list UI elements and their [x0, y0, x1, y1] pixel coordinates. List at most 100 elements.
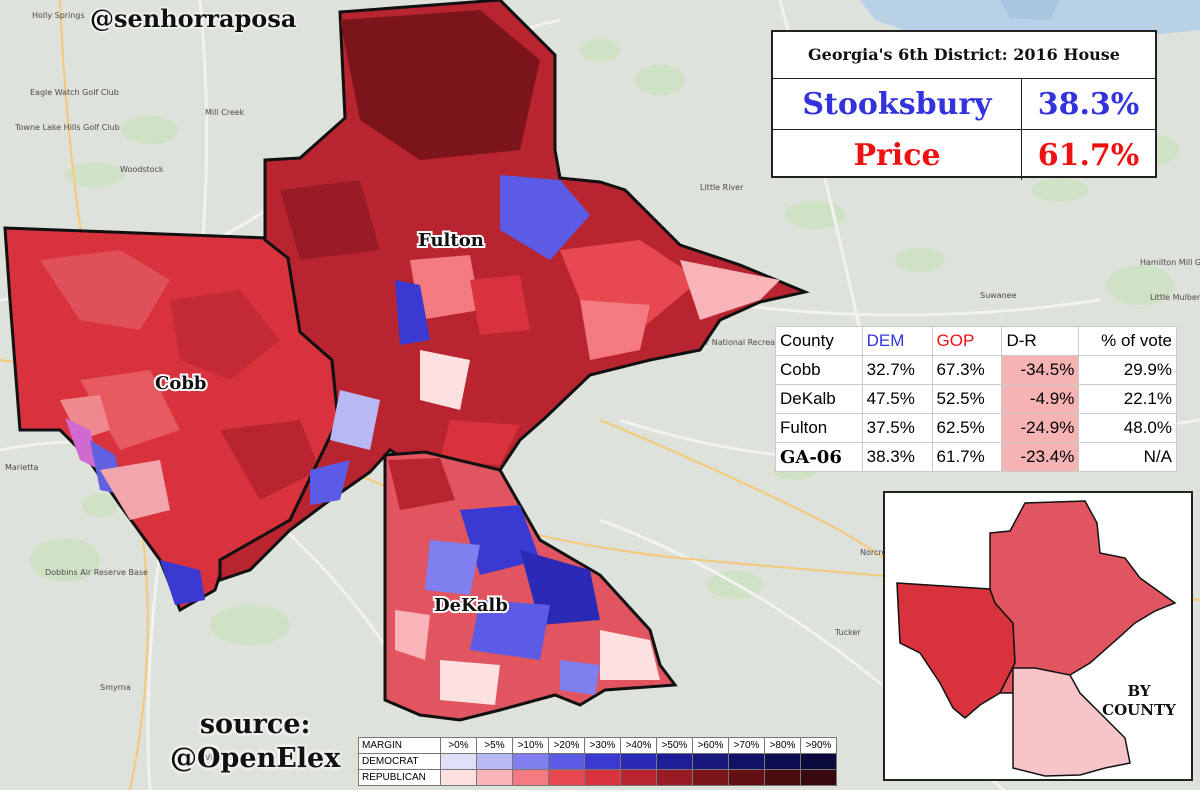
place-label: Little Mulberry Park — [1150, 293, 1200, 302]
table-row: Fulton 37.5% 62.5% -24.9% 48.0% — [775, 413, 1177, 443]
legend-swatch-dem — [440, 753, 477, 770]
candidate-name: Price — [773, 130, 1022, 180]
legend-swatch-dem — [764, 753, 801, 770]
inset-county-map — [883, 491, 1193, 781]
legend-swatch-rep — [584, 769, 621, 786]
place-label: Towne Lake Hills Golf Club — [14, 123, 120, 132]
legend-swatch-rep — [728, 769, 765, 786]
table-header-row: County DEM GOP D-R % of vote — [775, 326, 1177, 356]
place-label: Holly Springs — [32, 11, 85, 20]
county-results-table: County DEM GOP D-R % of vote Cobb 32.7% … — [775, 326, 1177, 472]
col-header-county: County — [775, 326, 863, 356]
legend-threshold: >70% — [728, 737, 765, 754]
legend-threshold: >0% — [440, 737, 477, 754]
legend-margin-label: MARGIN — [358, 737, 441, 754]
results-title: Georgia's 6th District: 2016 House — [773, 32, 1155, 79]
cell-dem: 47.5% — [861, 384, 933, 414]
legend-swatch-dem — [728, 753, 765, 770]
legend-threshold-row: MARGIN >0% >5% >10% >20% >30% >40% >50% >60% >70… — [358, 737, 837, 754]
margin-legend: MARGIN >0% >5% >10% >20% >30% >40% >50% >60% >70… — [358, 737, 837, 786]
legend-swatch-dem — [476, 753, 513, 770]
county-fulton — [218, 0, 810, 583]
place-label: Mill Creek — [205, 108, 245, 117]
inset-label: BY COUNTY — [1094, 682, 1184, 720]
legend-swatch-dem — [692, 753, 729, 770]
county-label-cobb: Cobb — [155, 373, 207, 394]
legend-threshold: >20% — [548, 737, 585, 754]
legend-swatch-rep — [800, 769, 837, 786]
table-row: DeKalb 47.5% 52.5% -4.9% 22.1% — [775, 384, 1177, 414]
legend-swatch-dem — [620, 753, 657, 770]
legend-rep-row: REPUBLICAN — [358, 769, 837, 786]
cell-county: Fulton — [775, 413, 863, 443]
legend-rep-label: REPUBLICAN — [358, 769, 441, 786]
inset-county-fulton — [989, 500, 1177, 694]
cell-dr: -34.5% — [1001, 355, 1080, 385]
source-credit: source: @OpenElex — [170, 708, 340, 776]
place-label: Woodstock — [120, 165, 164, 174]
cell-county: GA-06 — [775, 442, 863, 472]
source-line1: source: — [199, 709, 311, 740]
cell-county: DeKalb — [775, 384, 863, 414]
place-label: Eagle Watch Golf Club — [30, 88, 119, 97]
place-label: Suwanee — [980, 291, 1017, 300]
legend-threshold: >30% — [584, 737, 621, 754]
col-header-share: % of vote — [1078, 326, 1177, 356]
legend-swatch-rep — [764, 769, 801, 786]
place-label: Marietta — [5, 463, 39, 472]
place-label: Chattahoochee River National Recreation … — [625, 338, 811, 347]
col-header-gop: GOP — [931, 326, 1003, 356]
county-cobb — [3, 226, 340, 613]
inset-county-dekalb — [1012, 667, 1131, 777]
legend-swatch-rep — [620, 769, 657, 786]
legend-threshold: >40% — [620, 737, 657, 754]
cell-dem: 37.5% — [861, 413, 933, 443]
cell-dem: 38.3% — [861, 442, 933, 472]
inset-map-svg — [896, 500, 1177, 777]
legend-swatch-dem — [584, 753, 621, 770]
county-label-dekalb: DeKalb — [434, 595, 508, 616]
legend-swatch-dem — [800, 753, 837, 770]
cell-gop: 52.5% — [931, 384, 1003, 414]
cell-dr: -4.9% — [1001, 384, 1080, 414]
legend-swatch-rep — [548, 769, 585, 786]
legend-swatch-dem — [656, 753, 693, 770]
legend-swatch-rep — [656, 769, 693, 786]
place-label: Hamilton Mill Golf Club — [1140, 258, 1200, 267]
result-row-price: Price 61.7% — [773, 130, 1155, 180]
legend-dem-row: DEMOCRAT — [358, 753, 837, 770]
legend-swatch-dem — [512, 753, 549, 770]
source-line2: @OpenElex — [170, 743, 341, 774]
place-label: Vinings — [205, 753, 234, 762]
legend-threshold: >60% — [692, 737, 729, 754]
results-box: Georgia's 6th District: 2016 House Stook… — [771, 30, 1157, 180]
cell-share: N/A — [1078, 442, 1177, 472]
place-label: Dobbins Air Reserve Base — [45, 568, 148, 577]
legend-threshold: >90% — [800, 737, 837, 754]
cell-gop: 67.3% — [931, 355, 1003, 385]
table-row: GA-06 38.3% 61.7% -23.4% N/A — [775, 442, 1177, 472]
cell-dem: 32.7% — [861, 355, 933, 385]
legend-swatch-rep — [440, 769, 477, 786]
cell-share: 22.1% — [1078, 384, 1177, 414]
candidate-pct: 61.7% — [1037, 137, 1140, 173]
county-dekalb — [383, 450, 678, 722]
col-header-dr: D-R — [1001, 326, 1080, 356]
cell-share: 29.9% — [1078, 355, 1177, 385]
candidate-name: Stooksbury — [773, 79, 1022, 129]
legend-swatch-dem — [548, 753, 585, 770]
legend-swatch-rep — [692, 769, 729, 786]
cell-dr: -23.4% — [1001, 442, 1080, 472]
legend-threshold: >50% — [656, 737, 693, 754]
place-label: Tucker — [834, 628, 861, 637]
cell-dr: -24.9% — [1001, 413, 1080, 443]
legend-swatch-rep — [512, 769, 549, 786]
author-handle: @senhorraposa — [90, 4, 297, 33]
col-header-dem: DEM — [861, 326, 933, 356]
result-row-stooksbury: Stooksbury 38.3% — [773, 79, 1155, 130]
legend-dem-label: DEMOCRAT — [358, 753, 441, 770]
cell-county: Cobb — [775, 355, 863, 385]
county-label-fulton: Fulton — [418, 230, 484, 251]
inset-label-line2: COUNTY — [1102, 701, 1176, 719]
